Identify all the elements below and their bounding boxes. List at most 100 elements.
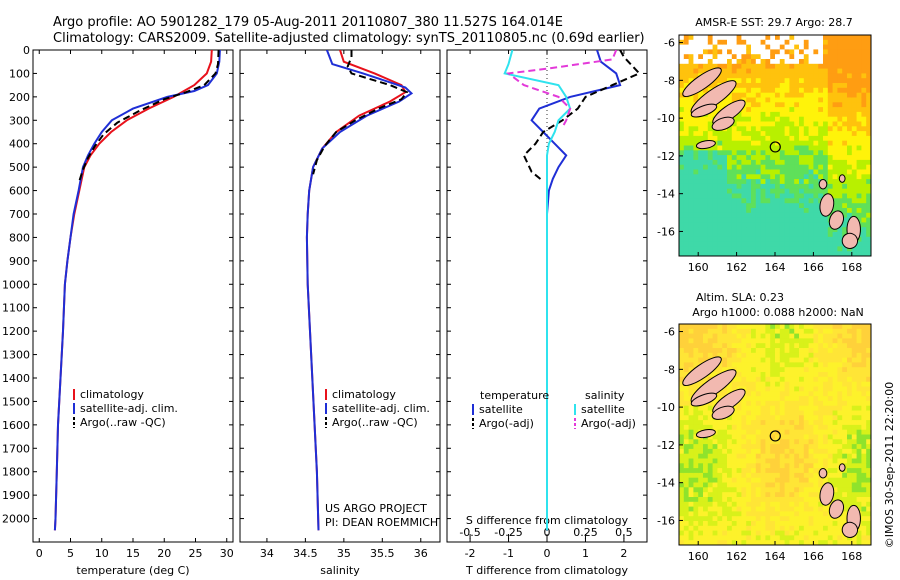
map-cell	[703, 251, 709, 256]
map-cell	[722, 497, 728, 503]
map-cell	[794, 121, 800, 127]
map-cell	[832, 145, 838, 151]
map-cell	[765, 530, 771, 536]
map-cell	[693, 203, 699, 209]
map-cell	[866, 501, 871, 507]
map-cell	[823, 362, 829, 368]
map-cell	[794, 97, 800, 103]
map-cell	[837, 251, 843, 256]
map-cell	[703, 357, 709, 363]
map-cell	[784, 410, 790, 416]
map-cell	[837, 429, 843, 435]
map-cell	[818, 174, 824, 180]
map-cell	[789, 458, 795, 464]
map-cell	[755, 208, 761, 214]
map-cell	[779, 222, 785, 228]
map-cell	[837, 453, 843, 459]
map-cell	[803, 193, 809, 199]
map-cell	[755, 44, 761, 50]
map-cell	[799, 68, 805, 74]
map-cell	[760, 222, 766, 228]
map-cell	[808, 241, 814, 247]
map-cell	[755, 39, 761, 45]
map-cell	[851, 169, 857, 175]
map-cell	[818, 525, 824, 531]
map-cell	[803, 477, 809, 483]
map-cell	[842, 39, 848, 45]
map-cell	[683, 39, 689, 45]
map-cell	[727, 477, 733, 483]
map-cell	[712, 183, 718, 190]
map-cell	[712, 131, 718, 137]
map-cell	[794, 222, 800, 228]
map-cell	[683, 362, 689, 368]
map-cell	[717, 188, 723, 194]
map-cell	[866, 391, 871, 397]
map-cell	[727, 472, 733, 479]
map-cell	[755, 468, 761, 474]
map-cell	[803, 73, 809, 79]
map-cell	[823, 477, 829, 483]
map-cell	[731, 169, 737, 175]
map-cell	[856, 246, 862, 252]
map-cell	[813, 203, 819, 209]
map-cell	[751, 420, 757, 426]
map-cell	[751, 429, 757, 435]
map-cell	[794, 227, 800, 233]
map-cell	[717, 150, 723, 156]
map-cell	[683, 126, 689, 132]
map-cell	[755, 338, 761, 344]
map-cell	[703, 126, 709, 132]
map-cell	[775, 193, 781, 199]
map-cell	[727, 535, 733, 541]
map-cell	[842, 44, 848, 50]
map-cell	[741, 155, 747, 161]
map-cell	[861, 155, 867, 161]
map-cell	[731, 140, 737, 146]
map-cell	[727, 497, 733, 503]
map-cell	[727, 424, 733, 431]
map-cell	[746, 232, 752, 238]
map-cell	[842, 159, 848, 166]
map-cell	[799, 97, 805, 103]
map-cell	[813, 183, 819, 190]
map-cell	[818, 448, 824, 455]
map-cell	[813, 472, 819, 479]
map-cell	[688, 324, 694, 330]
map-cell	[808, 386, 814, 392]
map-cell	[799, 78, 805, 84]
map-cell	[823, 39, 829, 45]
x-tick-label: 0	[36, 547, 43, 560]
map-cell	[736, 343, 742, 349]
map-cell	[861, 424, 867, 431]
map-cell	[842, 126, 848, 132]
map-cell	[712, 400, 718, 407]
map-cell	[765, 179, 771, 185]
map-cell	[832, 111, 838, 118]
map-cell	[856, 169, 862, 175]
map-cell	[832, 116, 838, 122]
map-cell	[755, 59, 761, 65]
map-cell	[755, 159, 761, 166]
map-cell	[799, 140, 805, 146]
map-cell	[827, 212, 833, 218]
map-cell	[779, 477, 785, 483]
map-cell	[808, 448, 814, 455]
map-cell	[717, 453, 723, 459]
map-cell	[818, 530, 824, 536]
map-cell	[703, 525, 709, 531]
map-cell	[688, 208, 694, 214]
island-outline	[828, 210, 845, 230]
map-cell	[827, 140, 833, 146]
map-cell	[861, 511, 867, 517]
map-cell	[727, 521, 733, 527]
map-cell	[789, 155, 795, 161]
map-cell	[688, 405, 694, 411]
map-cell	[683, 463, 689, 469]
map-cell	[741, 131, 747, 137]
map-cell	[746, 241, 752, 247]
map-cell	[727, 448, 733, 455]
map-cell	[698, 463, 704, 469]
map-cell	[765, 111, 771, 118]
map-cell	[823, 116, 829, 122]
